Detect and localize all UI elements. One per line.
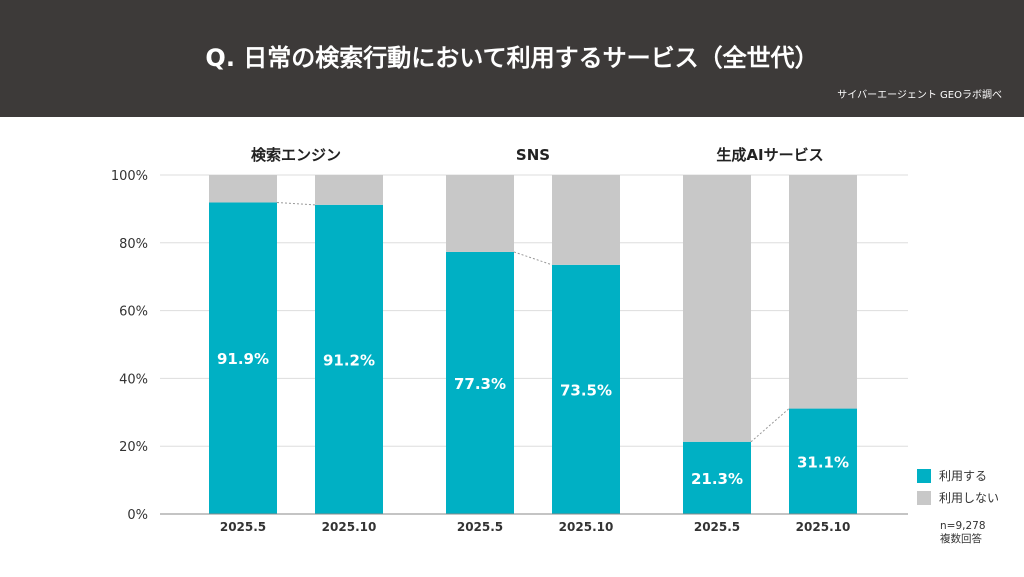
data-label: 21.3% bbox=[691, 470, 743, 488]
bar-segment bbox=[552, 175, 620, 265]
group-label: 生成AIサービス bbox=[716, 146, 823, 164]
legend-item-use: 利用する bbox=[917, 467, 987, 484]
y-tick-label: 80% bbox=[119, 237, 148, 252]
bar-segment bbox=[789, 175, 857, 409]
bar-segment bbox=[446, 175, 514, 252]
data-label: 91.2% bbox=[323, 351, 375, 369]
legend-swatch bbox=[917, 468, 931, 483]
bar-segment bbox=[683, 441, 751, 514]
bar-segment bbox=[209, 175, 277, 203]
y-tick-label: 0% bbox=[127, 508, 148, 523]
x-tick-label: 2025.10 bbox=[796, 520, 851, 534]
sample-note: n=9,278 複数回答 bbox=[940, 520, 986, 546]
answer-type: 複数回答 bbox=[940, 533, 982, 545]
source-credit: サイバーエージェント GEOラボ調べ bbox=[837, 90, 1002, 101]
y-tick-label: 20% bbox=[119, 440, 148, 455]
data-label: 73.5% bbox=[560, 381, 612, 399]
bar-segment bbox=[446, 251, 514, 514]
legend-swatch bbox=[917, 490, 931, 505]
connector-line bbox=[276, 201, 316, 206]
x-tick-label: 2025.10 bbox=[559, 520, 614, 534]
group-label: SNS bbox=[516, 146, 550, 164]
legend-item-not-use: 利用しない bbox=[917, 489, 999, 506]
data-label: 77.3% bbox=[454, 375, 506, 393]
connector-line bbox=[750, 408, 790, 443]
bar-segment bbox=[683, 175, 751, 442]
legend-label: 利用する bbox=[939, 469, 988, 483]
y-tick-label: 60% bbox=[119, 305, 148, 320]
sample-size: n=9,278 bbox=[940, 520, 986, 532]
y-tick-label: 100% bbox=[111, 169, 148, 184]
connector-line bbox=[513, 251, 553, 266]
bar-segment bbox=[209, 202, 277, 515]
x-tick-label: 2025.5 bbox=[694, 520, 740, 534]
bar-segment bbox=[789, 408, 857, 514]
x-tick-label: 2025.5 bbox=[220, 520, 266, 534]
bar-segment bbox=[315, 175, 383, 205]
bar-segment bbox=[315, 204, 383, 514]
header: Q. 日常の検索行動において利用するサービス（全世代） サイバーエージェント G… bbox=[0, 0, 1024, 117]
y-tick-label: 40% bbox=[119, 372, 148, 387]
legend-label: 利用しない bbox=[939, 491, 1000, 505]
page-title: Q. 日常の検索行動において利用するサービス（全世代） bbox=[205, 44, 819, 72]
bar-segment bbox=[552, 264, 620, 514]
x-tick-label: 2025.5 bbox=[457, 520, 503, 534]
data-label: 91.9% bbox=[217, 350, 269, 368]
x-tick-label: 2025.10 bbox=[322, 520, 377, 534]
data-label: 31.1% bbox=[797, 453, 849, 471]
group-label: 検索エンジン bbox=[251, 146, 341, 164]
